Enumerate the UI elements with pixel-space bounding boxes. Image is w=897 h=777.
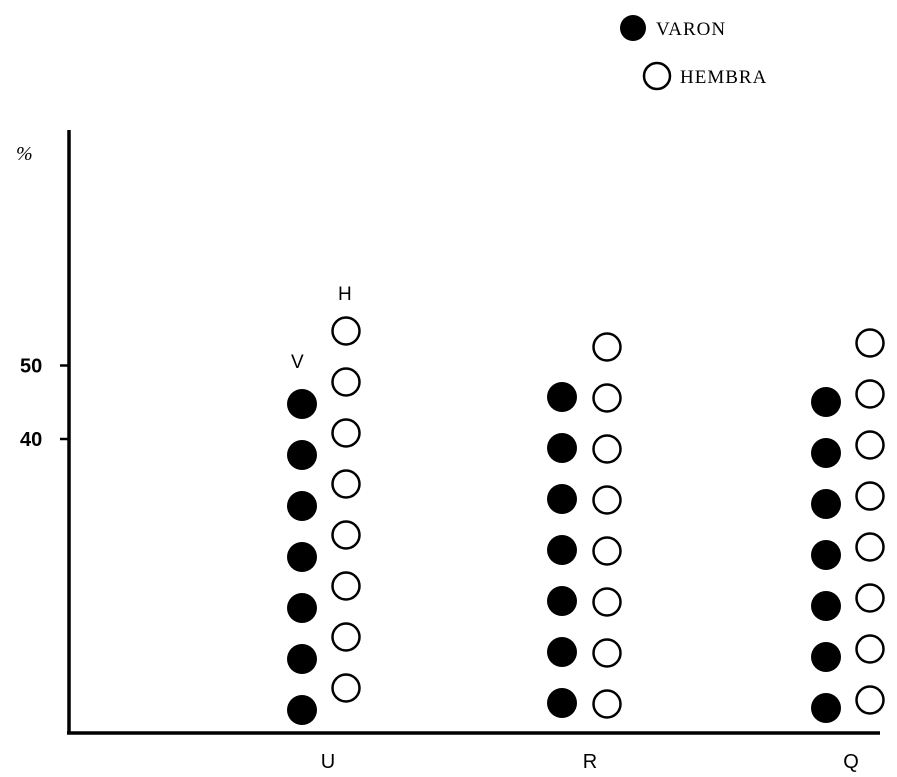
hembra-dot: [331, 571, 361, 601]
hembra-dot: [592, 332, 622, 362]
hembra-dot: [331, 367, 361, 397]
hembra-dot: [331, 418, 361, 448]
y-tick-label: 40: [20, 429, 42, 451]
hembra-dot: [592, 485, 622, 515]
hembra-dot: [855, 685, 885, 715]
y-ticks: 40 50: [20, 356, 69, 451]
hembra-dot: [592, 587, 622, 617]
hembra-dot: [331, 673, 361, 703]
hembra-dot: [855, 328, 885, 358]
varon-dot: [287, 440, 317, 470]
category-label: U: [321, 751, 335, 773]
legend: VARON HEMBRA: [620, 15, 767, 91]
dot-columns: [287, 316, 885, 725]
hembra-dot: [331, 316, 361, 346]
varon-dot: [287, 593, 317, 623]
varon-dot: [811, 693, 841, 723]
varon-dot: [287, 695, 317, 725]
varon-dot: [811, 591, 841, 621]
legend-label-hembra: HEMBRA: [680, 67, 767, 88]
hembra-dot: [331, 469, 361, 499]
y-axis-unit: %: [16, 143, 33, 165]
column-label-h: H: [338, 284, 352, 305]
varon-dot: [811, 489, 841, 519]
hembra-dot: [855, 481, 885, 511]
hembra-dot: [592, 383, 622, 413]
hembra-dot: [855, 583, 885, 613]
hembra-dot: [855, 430, 885, 460]
varon-dot: [811, 540, 841, 570]
varon-dot: [547, 535, 577, 565]
legend-marker-varon: [620, 15, 646, 41]
hembra-dot: [855, 379, 885, 409]
hembra-dot: [592, 638, 622, 668]
category-label: Q: [843, 751, 859, 773]
hembra-dot: [855, 634, 885, 664]
column-label-v: V: [291, 352, 304, 373]
varon-dot: [811, 438, 841, 468]
varon-dot: [811, 387, 841, 417]
hembra-dot: [592, 689, 622, 719]
varon-dot: [547, 586, 577, 616]
hembra-dot: [331, 622, 361, 652]
hembra-dot: [331, 520, 361, 550]
legend-marker-hembra: [642, 61, 672, 91]
varon-dot: [287, 389, 317, 419]
y-tick-label: 50: [20, 356, 42, 378]
legend-label-varon: VARON: [656, 19, 726, 40]
varon-dot: [547, 433, 577, 463]
hembra-dot: [592, 536, 622, 566]
hembra-dot: [592, 434, 622, 464]
varon-dot: [547, 484, 577, 514]
varon-dot: [287, 644, 317, 674]
varon-dot: [547, 688, 577, 718]
varon-dot: [547, 382, 577, 412]
category-label: R: [583, 751, 597, 773]
hembra-dot: [855, 532, 885, 562]
varon-dot: [811, 642, 841, 672]
varon-dot: [287, 542, 317, 572]
varon-dot: [287, 491, 317, 521]
varon-dot: [547, 637, 577, 667]
